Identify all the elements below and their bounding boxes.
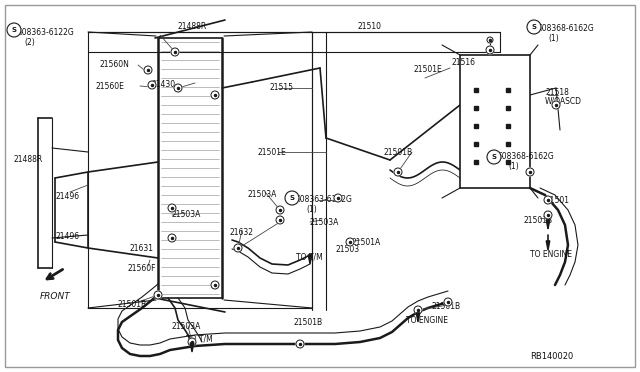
Text: 21560F: 21560F <box>128 264 157 273</box>
Text: 21496: 21496 <box>56 192 80 201</box>
Text: FRONT: FRONT <box>40 292 70 301</box>
Text: S08363-6122G: S08363-6122G <box>18 28 75 37</box>
Text: (1): (1) <box>508 162 519 171</box>
Text: TO T/M: TO T/M <box>296 252 323 261</box>
Polygon shape <box>416 313 420 322</box>
Circle shape <box>544 211 552 219</box>
Text: 21430: 21430 <box>152 80 176 89</box>
Text: 21488R: 21488R <box>14 155 44 164</box>
Polygon shape <box>546 241 550 250</box>
Circle shape <box>174 84 182 92</box>
Circle shape <box>486 46 494 54</box>
Circle shape <box>234 244 242 252</box>
Circle shape <box>188 338 196 346</box>
Text: 21501A: 21501A <box>352 238 381 247</box>
Circle shape <box>148 81 156 89</box>
Circle shape <box>394 168 402 176</box>
Text: 21501B: 21501B <box>294 318 323 327</box>
Text: S: S <box>531 24 536 30</box>
Polygon shape <box>308 255 312 264</box>
Text: 21501B: 21501B <box>432 302 461 311</box>
Text: (1): (1) <box>548 34 559 43</box>
Circle shape <box>276 216 284 224</box>
Circle shape <box>211 281 219 289</box>
Text: S: S <box>492 154 497 160</box>
Circle shape <box>487 150 501 164</box>
Text: 21503A: 21503A <box>172 210 202 219</box>
Text: S: S <box>289 195 294 201</box>
Polygon shape <box>190 343 194 352</box>
Text: 21503A: 21503A <box>310 218 339 227</box>
Text: 21515: 21515 <box>270 83 294 92</box>
Text: 21496: 21496 <box>56 232 80 241</box>
Text: 21501B: 21501B <box>384 148 413 157</box>
Text: 21516: 21516 <box>452 58 476 67</box>
Text: (2): (2) <box>24 38 35 47</box>
Text: 21503: 21503 <box>336 245 360 254</box>
Text: TO ENGINE: TO ENGINE <box>406 316 448 325</box>
Text: TO ENGINE: TO ENGINE <box>530 250 572 259</box>
Circle shape <box>296 340 304 348</box>
Text: 21560E: 21560E <box>96 82 125 91</box>
Text: 21631: 21631 <box>130 244 154 253</box>
Circle shape <box>211 91 219 99</box>
Circle shape <box>154 291 162 299</box>
Circle shape <box>544 196 552 204</box>
Text: W/OASCD: W/OASCD <box>545 97 582 106</box>
Text: 21518: 21518 <box>545 88 569 97</box>
Text: 21501E: 21501E <box>414 65 443 74</box>
Circle shape <box>276 206 284 214</box>
Text: 21503A: 21503A <box>248 190 277 199</box>
Text: S08368-6162G: S08368-6162G <box>538 24 595 33</box>
Text: RB140020: RB140020 <box>530 352 573 361</box>
Circle shape <box>346 238 354 246</box>
Text: 21501E: 21501E <box>258 148 287 157</box>
Circle shape <box>487 37 493 43</box>
Text: (1): (1) <box>306 205 317 214</box>
Circle shape <box>414 306 422 314</box>
Circle shape <box>444 298 452 306</box>
Text: 21510: 21510 <box>358 22 382 31</box>
Circle shape <box>171 48 179 56</box>
Text: 21503A: 21503A <box>172 322 202 331</box>
Bar <box>460 55 530 188</box>
Circle shape <box>527 20 541 34</box>
Text: 21488R: 21488R <box>178 22 207 31</box>
Text: 21560N: 21560N <box>100 60 130 69</box>
Circle shape <box>168 234 176 242</box>
Circle shape <box>7 23 21 37</box>
Circle shape <box>144 66 152 74</box>
Text: 21501: 21501 <box>545 196 569 205</box>
Text: S08363-6162G: S08363-6162G <box>296 195 353 204</box>
Text: TO T/M: TO T/M <box>186 334 212 343</box>
Circle shape <box>168 204 176 212</box>
Circle shape <box>285 191 299 205</box>
Circle shape <box>526 168 534 176</box>
Circle shape <box>552 101 560 109</box>
Text: 21632: 21632 <box>230 228 254 237</box>
Text: S: S <box>12 27 17 33</box>
Polygon shape <box>546 220 550 229</box>
Text: S08368-6162G: S08368-6162G <box>498 152 555 161</box>
Circle shape <box>334 194 342 202</box>
Text: 21501B: 21501B <box>118 300 147 309</box>
Text: 21501B: 21501B <box>524 216 553 225</box>
